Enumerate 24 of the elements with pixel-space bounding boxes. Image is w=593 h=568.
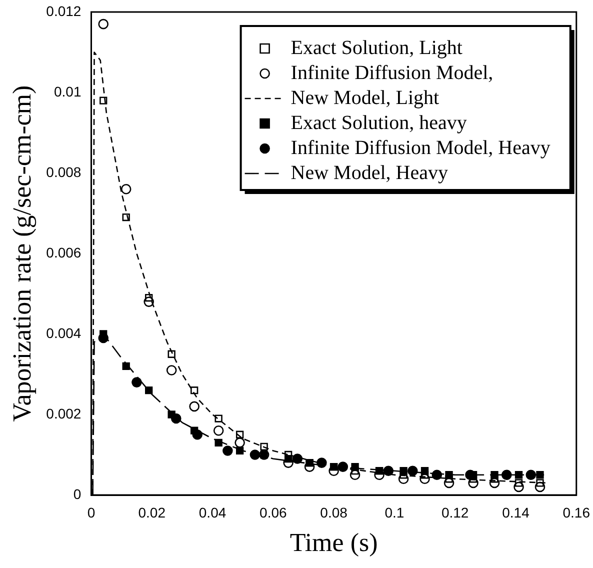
x-tick-label: 0 — [87, 504, 96, 520]
x-tick-label: 0.06 — [260, 504, 287, 520]
legend-label: Exact Solution, heavy — [290, 112, 467, 134]
x-tick-label: 0.12 — [441, 504, 469, 520]
x-tick-label: 0.14 — [502, 504, 530, 520]
x-axis-title: Time (s) — [290, 528, 378, 558]
y-axis-title: Vaporization rate (g/sec-cm-cm) — [7, 85, 36, 422]
x-tick-label: 0.02 — [138, 504, 166, 520]
y-tick-label: 0 — [73, 486, 82, 502]
legend-label: Infinite Diffusion Model, — [290, 62, 494, 84]
y-tick-label: 0.002 — [46, 405, 82, 422]
y-tick-label: 0.012 — [46, 2, 82, 19]
y-tick-label: 0.006 — [46, 244, 82, 260]
legend-label: New Model, Heavy — [290, 162, 448, 184]
legend-label: Infinite Diffusion Model, Heavy — [290, 136, 550, 159]
x-tick-label: 0.08 — [320, 504, 348, 520]
legend-label: Exact Solution, Light — [290, 36, 463, 59]
y-tick-label: 0.01 — [54, 83, 82, 100]
x-tick-label: 0.04 — [198, 504, 226, 520]
y-tick-label: 0.008 — [46, 164, 82, 180]
legend-label: New Model, Light — [290, 86, 440, 109]
x-tick-label: 0.16 — [562, 504, 590, 520]
y-tick-label: 0.004 — [46, 324, 82, 341]
x-tick-label: 0.1 — [384, 504, 404, 520]
